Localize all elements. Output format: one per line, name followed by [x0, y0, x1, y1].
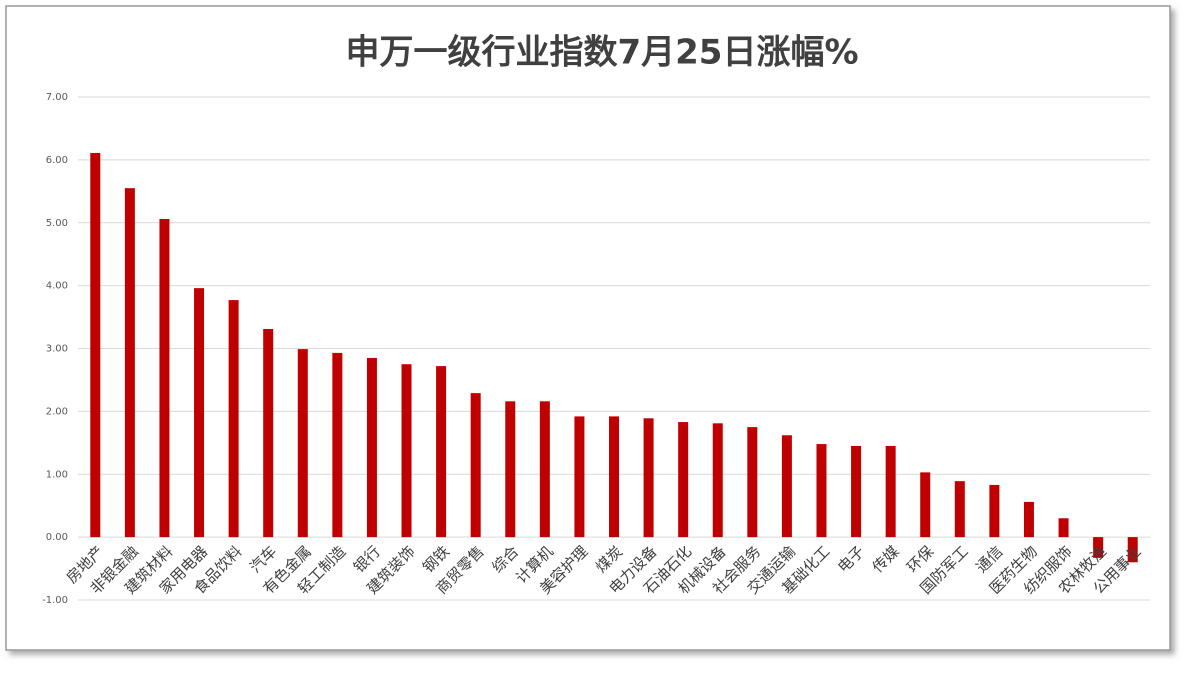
- y-tick-label: -1.00: [42, 595, 68, 606]
- bar: [920, 472, 931, 538]
- bar: [194, 288, 205, 538]
- bar: [678, 422, 689, 538]
- bar: [1023, 501, 1034, 538]
- bar: [747, 427, 758, 538]
- bar: [470, 393, 481, 538]
- bar: [885, 445, 896, 538]
- y-tick-label: 1.00: [46, 469, 68, 480]
- bar: [297, 349, 308, 538]
- bar: [954, 481, 965, 538]
- y-tick-label: 4.00: [46, 281, 68, 292]
- bar: [1127, 537, 1138, 563]
- bar: [643, 418, 654, 538]
- bar: [851, 445, 862, 538]
- bar: [816, 444, 827, 538]
- chart-title: 申万一级行业指数7月25日涨幅%: [345, 33, 858, 73]
- bar: [263, 329, 274, 538]
- bar: [989, 484, 1000, 538]
- y-tick-label: 6.00: [46, 155, 68, 166]
- y-tick-label: 2.00: [46, 406, 68, 417]
- bar: [781, 435, 792, 538]
- bar: [574, 416, 585, 538]
- bar: [401, 364, 412, 538]
- bar: [1093, 537, 1104, 558]
- bar: [1058, 518, 1069, 538]
- bar: [228, 300, 239, 538]
- bar: [539, 401, 550, 538]
- bar: [712, 423, 723, 538]
- y-tick-label: 0.00: [46, 532, 68, 543]
- bar: [159, 218, 170, 538]
- bar: [90, 152, 101, 538]
- bar: [505, 401, 516, 538]
- bar: [332, 352, 343, 538]
- y-tick-label: 3.00: [46, 344, 68, 355]
- bar: [366, 357, 377, 538]
- bar: [609, 416, 619, 538]
- bar: [124, 188, 135, 538]
- bar: [436, 366, 447, 538]
- y-tick-label: 5.00: [46, 218, 68, 229]
- y-tick-label: 7.00: [46, 92, 68, 103]
